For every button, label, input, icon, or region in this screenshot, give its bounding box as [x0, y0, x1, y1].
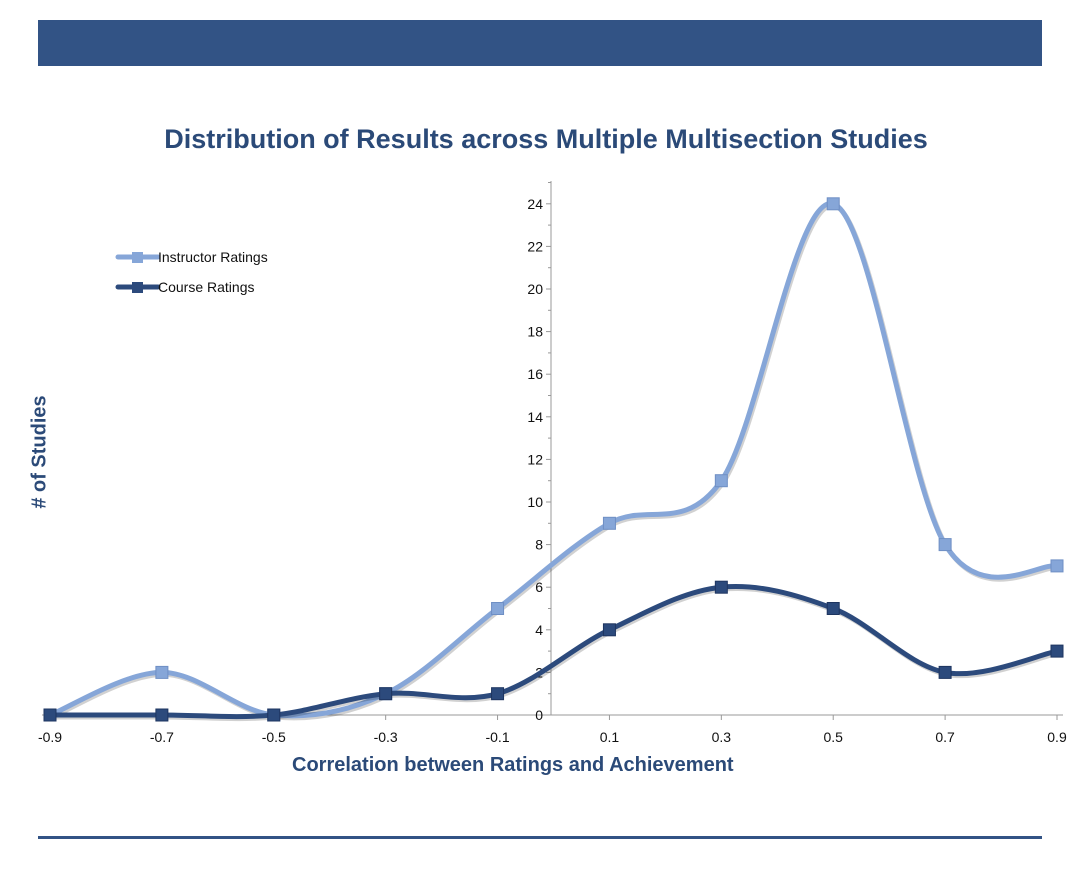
- y-tick-label: 20: [527, 281, 543, 297]
- x-tick-label: -0.7: [150, 729, 174, 745]
- x-axis-title: Correlation between Ratings and Achievem…: [292, 754, 734, 776]
- data-point-instructor-ratings: [602, 516, 616, 530]
- y-tick-label: 8: [535, 537, 543, 553]
- data-point-instructor-ratings: [938, 538, 952, 552]
- data-point-instructor-ratings: [491, 602, 505, 615]
- data-point-course-ratings: [155, 708, 169, 722]
- x-tick-label: -0.1: [485, 729, 509, 745]
- x-tick-label: 0.5: [823, 729, 843, 745]
- y-tick-label: 0: [535, 707, 543, 723]
- x-tick-label: 0.7: [935, 729, 955, 745]
- y-tick-label: 10: [527, 494, 543, 510]
- data-point-course-ratings: [826, 602, 840, 615]
- y-tick-label: 16: [527, 366, 543, 382]
- x-tick-label: -0.9: [38, 729, 62, 745]
- data-point-course-ratings: [714, 580, 728, 594]
- header-banner: [38, 20, 1042, 66]
- data-point-instructor-ratings: [155, 665, 169, 679]
- y-tick-label: 14: [527, 409, 543, 425]
- data-point-instructor-ratings: [826, 197, 840, 211]
- data-point-course-ratings: [267, 708, 281, 722]
- data-point-course-ratings: [379, 687, 393, 701]
- x-tick-label: -0.3: [374, 729, 398, 745]
- series-line-instructor-ratings: [47, 201, 1060, 719]
- legend-marker: [132, 252, 143, 263]
- y-tick-label: 4: [535, 622, 543, 638]
- x-tick-label: -0.5: [262, 729, 286, 745]
- chart-title: Distribution of Results across Multiple …: [164, 124, 928, 154]
- data-point-course-ratings: [602, 623, 616, 637]
- data-point-course-ratings: [43, 708, 57, 722]
- y-tick-label: 22: [527, 238, 543, 254]
- legend-marker: [132, 282, 143, 293]
- data-point-instructor-ratings: [714, 474, 728, 488]
- data-point-instructor-ratings: [1050, 559, 1064, 573]
- y-axis-title: # of Studies: [28, 395, 51, 509]
- x-tick-label: 0.9: [1047, 729, 1067, 745]
- footer-rule: [38, 836, 1042, 839]
- y-tick-label: 24: [527, 196, 543, 212]
- series-line-course-ratings: [47, 584, 1060, 720]
- data-point-course-ratings: [491, 687, 505, 701]
- y-tick-label: 6: [535, 579, 543, 595]
- x-tick-label: 0.1: [600, 729, 620, 745]
- legend-label: Instructor Ratings: [158, 249, 268, 265]
- y-tick-label: 12: [527, 451, 543, 467]
- data-point-course-ratings: [938, 665, 952, 679]
- data-point-course-ratings: [1050, 644, 1064, 658]
- y-tick-label: 18: [527, 324, 543, 340]
- legend-label: Course Ratings: [158, 279, 255, 295]
- x-tick-label: 0.3: [712, 729, 732, 745]
